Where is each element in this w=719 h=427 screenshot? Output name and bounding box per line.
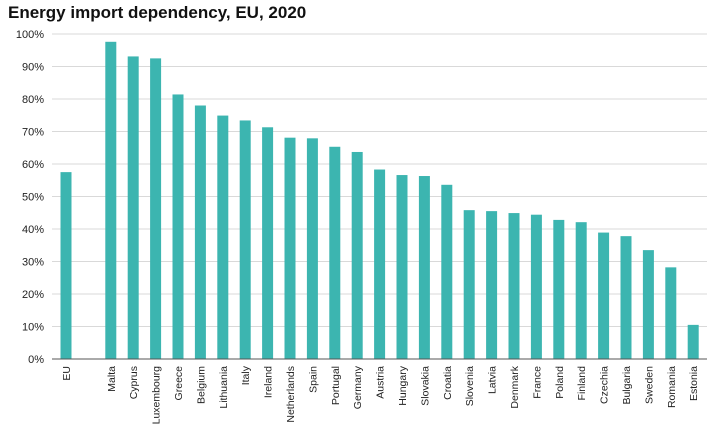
y-tick-label: 50% (22, 192, 44, 204)
x-tick-label: Malta (106, 366, 118, 392)
bar-slovakia (418, 176, 430, 359)
x-tick-label: France (531, 366, 543, 399)
y-tick-label: 10% (22, 322, 44, 334)
bar-denmark (508, 213, 520, 359)
y-tick-label: 30% (22, 257, 44, 269)
bar-ireland (262, 127, 274, 360)
y-tick-label: 60% (22, 159, 44, 171)
bar-greece (172, 94, 184, 359)
x-tick-label: Czechia (599, 366, 611, 404)
bar-eu (60, 172, 72, 359)
bar-slovenia (463, 210, 475, 359)
x-tick-label: Cyprus (128, 366, 140, 399)
y-tick-label: 90% (22, 62, 44, 74)
x-tick-label: Estonia (688, 366, 700, 401)
bar-cyprus (127, 56, 139, 360)
chart-title: Energy import dependency, EU, 2020 (8, 3, 307, 22)
x-tick-label: Netherlands (285, 366, 297, 423)
x-tick-label: Spain (307, 366, 319, 393)
bar-belgium (194, 105, 206, 359)
x-tick-label: Poland (554, 366, 566, 399)
y-tick-label: 80% (22, 94, 44, 106)
bar-latvia (486, 211, 498, 359)
x-tick-label: Latvia (487, 366, 499, 394)
y-tick-label: 70% (22, 127, 44, 139)
bar-hungary (396, 175, 408, 359)
bar-spain (306, 138, 318, 359)
bar-italy (239, 120, 251, 359)
bar-france (530, 214, 542, 359)
x-tick-label: Ireland (263, 366, 275, 398)
x-tick-label: Slovenia (464, 366, 476, 406)
bar-austria (374, 169, 386, 359)
x-tick-label: Sweden (643, 366, 655, 404)
bars (60, 41, 699, 360)
bar-netherlands (284, 137, 296, 359)
x-tick-label: Bulgaria (621, 366, 633, 405)
bar-poland (553, 219, 565, 359)
x-tick-label: Denmark (509, 365, 521, 408)
bar-luxembourg (150, 58, 162, 359)
x-tick-label: Romania (666, 366, 678, 408)
x-tick-label: Hungary (397, 365, 409, 405)
x-tick-label: Portugal (330, 366, 342, 405)
bar-estonia (687, 324, 699, 359)
y-tick-label: 0% (28, 354, 44, 366)
bar-finland (575, 222, 587, 359)
x-tick-label: Italy (240, 365, 252, 385)
x-tick-label: Luxembourg (151, 366, 163, 425)
bar-germany (351, 151, 363, 359)
x-tick-label: Finland (576, 366, 588, 401)
x-tick-label: EU (61, 366, 73, 381)
x-tick-label: Slovakia (419, 366, 431, 406)
bar-croatia (441, 184, 453, 359)
y-axis-tick-labels: 0% 10% 20% 30% 40% 50% 60% 70% 80% 90% 100% (16, 29, 44, 366)
bar-romania (665, 267, 677, 359)
x-tick-label: Greece (173, 366, 185, 401)
bar-czechia (598, 232, 610, 359)
x-tick-label: Belgium (195, 366, 207, 404)
x-tick-label: Croatia (442, 366, 454, 400)
x-tick-label: Germany (352, 365, 364, 409)
y-tick-label: 20% (22, 289, 44, 301)
y-tick-label: 40% (22, 224, 44, 236)
bar-bulgaria (620, 236, 632, 359)
bar-malta (105, 41, 117, 360)
bar-lithuania (217, 115, 229, 359)
bar-portugal (329, 146, 341, 359)
bar-sweden (642, 250, 654, 359)
x-axis-category-labels: EU Malta Cyprus Luxembourg Greece Belgium Lith… (61, 365, 700, 424)
x-tick-label: Lithuania (218, 366, 230, 409)
x-tick-label: Austria (375, 366, 387, 399)
y-tick-label: 100% (16, 29, 44, 41)
